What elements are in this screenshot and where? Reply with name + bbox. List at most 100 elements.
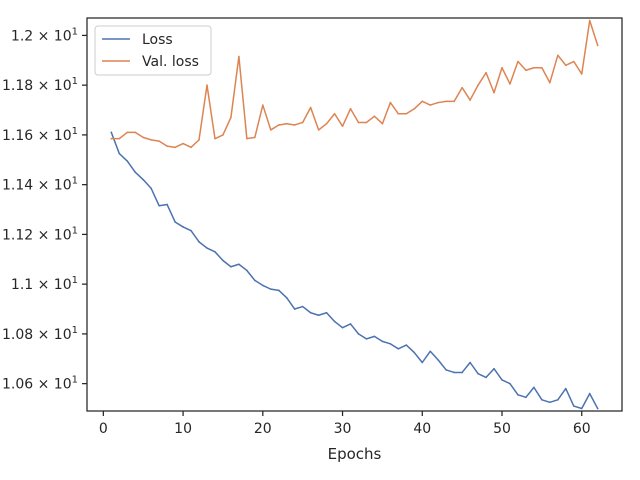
data-point-val-loss xyxy=(293,124,296,126)
series-line-val-loss xyxy=(110,19,599,149)
data-point-loss xyxy=(142,178,145,181)
y-tick-label: 1.06 × 101 xyxy=(2,375,78,393)
data-point-val-loss xyxy=(373,115,376,118)
data-point-val-loss xyxy=(357,121,360,124)
data-point-val-loss xyxy=(262,104,264,106)
data-point-val-loss xyxy=(365,121,368,124)
data-point-val-loss xyxy=(254,136,256,139)
data-point-val-loss xyxy=(349,107,352,110)
data-point-val-loss xyxy=(533,66,535,69)
y-tick-label: 1.14 × 101 xyxy=(2,176,78,194)
data-point-val-loss xyxy=(110,137,113,140)
data-point-val-loss xyxy=(174,146,176,149)
data-point-loss xyxy=(222,259,224,262)
legend-label-loss: Loss xyxy=(142,32,173,48)
data-point-val-loss xyxy=(509,83,511,85)
data-point-loss xyxy=(285,297,288,299)
data-point-val-loss xyxy=(493,91,495,94)
data-point-loss xyxy=(317,314,320,317)
data-point-val-loss xyxy=(158,140,160,142)
data-point-loss xyxy=(572,405,575,407)
y-axis-ticks: 1.06 × 101 1.08 × 101 1.1 × 101 1.12 × 101 1… xyxy=(2,26,87,393)
data-point-loss xyxy=(549,401,551,404)
data-point-val-loss xyxy=(453,100,455,103)
data-point-val-loss xyxy=(269,129,272,131)
y-tick-label: 1.12 × 101 xyxy=(2,225,78,243)
data-point-loss xyxy=(493,367,495,370)
data-point-loss xyxy=(588,392,591,395)
data-point-val-loss xyxy=(429,104,432,106)
data-point-val-loss xyxy=(142,136,145,139)
data-point-loss xyxy=(517,394,519,396)
data-point-loss xyxy=(230,265,232,268)
data-point-val-loss xyxy=(588,19,591,22)
data-point-loss xyxy=(198,241,200,243)
data-point-val-loss xyxy=(469,99,471,101)
data-point-loss xyxy=(110,131,113,134)
data-point-val-loss xyxy=(421,100,424,103)
series-line-loss xyxy=(110,131,599,410)
data-point-val-loss xyxy=(413,107,416,110)
data-point-val-loss xyxy=(126,131,129,134)
data-point-val-loss xyxy=(389,101,392,104)
data-point-val-loss xyxy=(214,137,216,140)
data-point-loss xyxy=(373,335,376,338)
data-point-val-loss xyxy=(182,142,184,145)
data-point-loss xyxy=(349,323,352,325)
data-point-loss xyxy=(461,371,463,374)
data-point-loss xyxy=(509,382,511,385)
y-tick-label: 1.18 × 101 xyxy=(2,76,78,94)
data-point-loss xyxy=(564,387,567,390)
data-point-loss xyxy=(357,333,360,335)
data-point-loss xyxy=(190,229,192,232)
data-point-loss xyxy=(381,340,384,343)
data-point-loss xyxy=(469,361,471,364)
data-point-loss xyxy=(301,305,304,308)
data-point-loss xyxy=(333,320,336,323)
data-point-val-loss xyxy=(325,122,328,125)
data-point-val-loss xyxy=(206,84,208,86)
data-point-val-loss xyxy=(317,129,320,131)
data-point-loss xyxy=(437,359,440,361)
data-point-loss xyxy=(477,372,479,375)
data-point-loss xyxy=(485,376,487,379)
data-point-loss xyxy=(325,311,328,314)
series-layer xyxy=(110,19,599,410)
data-point-loss xyxy=(557,399,559,401)
data-point-loss xyxy=(596,407,599,410)
data-point-loss xyxy=(429,350,432,353)
data-point-val-loss xyxy=(246,137,248,140)
data-point-loss xyxy=(525,396,527,399)
data-point-loss xyxy=(134,171,137,174)
data-point-loss xyxy=(118,152,121,155)
x-tick-label: 60 xyxy=(573,421,591,437)
data-point-loss xyxy=(182,226,184,228)
data-point-val-loss xyxy=(238,55,240,58)
plot-area xyxy=(87,18,622,411)
data-point-val-loss xyxy=(309,106,312,109)
x-tick-label: 10 xyxy=(174,421,192,437)
data-point-loss xyxy=(541,399,543,401)
data-point-val-loss xyxy=(405,112,408,115)
data-point-loss xyxy=(293,308,296,310)
data-point-loss xyxy=(206,247,208,249)
data-point-val-loss xyxy=(222,134,224,136)
x-axis-ticks: 0 10 20 30 40 50 60 xyxy=(99,411,591,437)
data-point-loss xyxy=(254,279,256,282)
data-point-loss xyxy=(580,407,583,410)
data-point-loss xyxy=(341,326,344,329)
y-tick-label: 1.16 × 101 xyxy=(2,126,78,144)
data-point-val-loss xyxy=(341,125,344,127)
data-point-val-loss xyxy=(572,60,575,63)
data-point-loss xyxy=(269,288,272,290)
data-point-val-loss xyxy=(461,86,463,89)
data-point-val-loss xyxy=(445,100,447,103)
data-point-val-loss xyxy=(134,131,137,134)
y-tick-label: 1.1 × 101 xyxy=(11,275,78,293)
data-point-loss xyxy=(413,351,416,354)
data-point-loss xyxy=(238,263,240,266)
data-point-loss xyxy=(533,386,535,389)
data-point-val-loss xyxy=(198,139,200,141)
legend: Loss Val. loss xyxy=(94,25,212,76)
data-point-loss xyxy=(126,160,129,162)
